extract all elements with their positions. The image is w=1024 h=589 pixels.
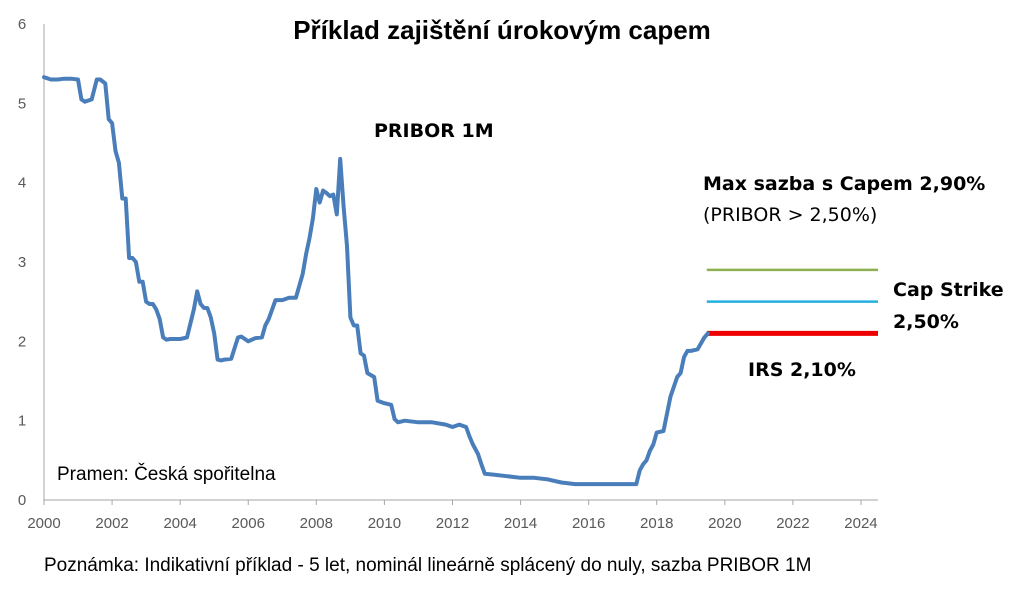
x-tick-label: 2012 <box>436 515 469 532</box>
x-tick-label: 2000 <box>27 515 60 532</box>
y-tick-label: 0 <box>18 492 26 509</box>
x-tick-label: 2008 <box>300 515 333 532</box>
y-tick-label: 1 <box>18 413 26 430</box>
x-tick-label: 2022 <box>776 515 809 532</box>
series-lines <box>42 75 710 487</box>
x-tick-label: 2014 <box>504 515 537 532</box>
y-tick-label: 5 <box>18 95 26 112</box>
x-tick-label: 2018 <box>640 515 673 532</box>
series-line-pribor-1m <box>42 75 710 487</box>
y-tick-label: 6 <box>18 16 26 33</box>
annotation-pribor-1m: PRIBOR 1M <box>374 120 494 142</box>
x-tick-label: 2006 <box>232 515 265 532</box>
annotation-irs: IRS 2,10% <box>748 359 856 381</box>
source-label: Pramen: Česká spořitelna <box>57 463 276 485</box>
x-axis-ticks: 2000 2002 2004 2006 2008 2010 2012 2014 2016 2018… <box>27 500 878 532</box>
y-axis-ticks: 0 1 2 3 4 5 6 <box>18 16 26 509</box>
y-tick-label: 4 <box>18 175 26 192</box>
x-tick-label: 2016 <box>572 515 605 532</box>
axes <box>43 24 878 501</box>
x-tick-label: 2002 <box>95 515 128 532</box>
annotation-max-sazba: Max sazba s Capem 2,90% <box>703 173 985 195</box>
x-tick-label: 2024 <box>844 515 877 532</box>
level-lines <box>706 268 878 336</box>
chart-title: Příklad zajištění úrokovým capem <box>293 15 711 45</box>
y-tick-label: 3 <box>18 254 26 271</box>
annotation-cap-strike-value: 2,50% <box>893 311 959 333</box>
y-tick-label: 2 <box>18 333 26 350</box>
annotation-cap-strike: Cap Strike <box>893 279 1004 301</box>
footnote: Poznámka: Indikativní příklad - 5 let, n… <box>44 555 811 576</box>
x-tick-label: 2004 <box>163 515 196 532</box>
annotation-pribor-condition: (PRIBOR > 2,50%) <box>703 204 877 226</box>
x-tick-label: 2020 <box>708 515 741 532</box>
x-tick-label: 2010 <box>368 515 401 532</box>
